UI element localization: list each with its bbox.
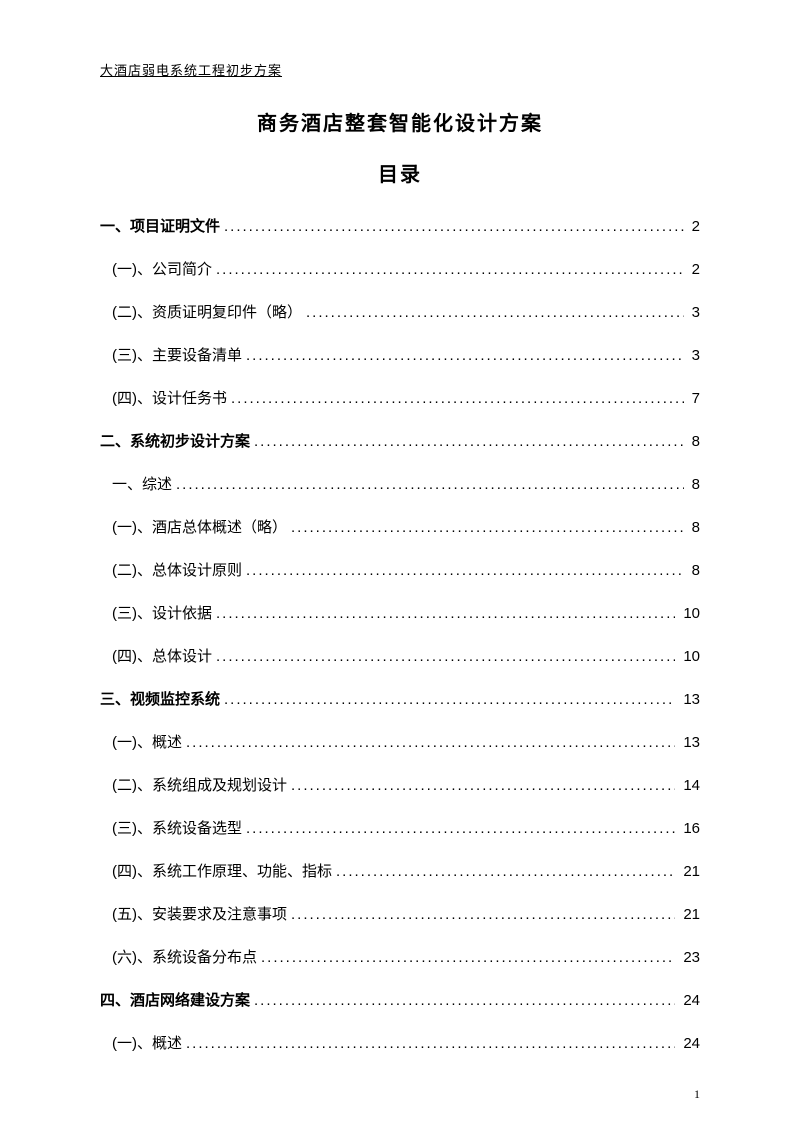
- toc-page: 8: [688, 562, 700, 579]
- toc-row: (二)、系统组成及规划设计 14: [100, 774, 700, 795]
- toc-dots: [261, 949, 675, 966]
- toc-label: (二)、总体设计原则: [100, 559, 242, 580]
- toc-page: 13: [679, 734, 700, 751]
- toc-row: (一)、概述 24: [100, 1032, 700, 1053]
- toc-label: (二)、系统组成及规划设计: [100, 774, 287, 795]
- toc-label: (三)、主要设备清单: [100, 344, 242, 365]
- page-number: 1: [694, 1087, 700, 1102]
- toc-page: 16: [679, 820, 700, 837]
- toc-row: (四)、系统工作原理、功能、指标 21: [100, 860, 700, 881]
- table-of-contents: 一、项目证明文件2(一)、公司简介2(二)、资质证明复印件（略）3(三)、主要设…: [100, 215, 700, 1053]
- toc-dots: [186, 734, 675, 751]
- toc-row: 四、酒店网络建设方案 24: [100, 989, 700, 1010]
- toc-page: 24: [679, 992, 700, 1009]
- toc-dots: [291, 906, 675, 923]
- toc-label: 一、综述: [100, 473, 172, 494]
- toc-page: 21: [679, 906, 700, 923]
- toc-dots: [254, 992, 675, 1009]
- toc-dots: [224, 691, 675, 708]
- toc-label: (五)、安装要求及注意事项: [100, 903, 287, 924]
- toc-page: 14: [679, 777, 700, 794]
- toc-label: (二)、资质证明复印件（略）: [100, 301, 302, 322]
- toc-label: 一、项目证明文件: [100, 215, 220, 236]
- toc-row: 一、项目证明文件 2: [100, 215, 700, 236]
- toc-label: (四)、总体设计: [100, 645, 212, 666]
- toc-dots: [224, 218, 684, 235]
- toc-page: 10: [679, 648, 700, 665]
- toc-dots: [246, 820, 675, 837]
- toc-page: 2: [688, 261, 700, 278]
- toc-dots: [291, 777, 675, 794]
- toc-row: (三)、系统设备选型 16: [100, 817, 700, 838]
- toc-page: 2: [688, 218, 700, 235]
- toc-label: (四)、系统工作原理、功能、指标: [100, 860, 332, 881]
- toc-dots: [336, 863, 675, 880]
- toc-dots: [246, 347, 684, 364]
- toc-row: (三)、主要设备清单 3: [100, 344, 700, 365]
- toc-row: 一、综述 8: [100, 473, 700, 494]
- toc-page: 3: [688, 304, 700, 321]
- toc-dots: [176, 476, 684, 493]
- toc-page: 3: [688, 347, 700, 364]
- toc-row: (二)、总体设计原则 8: [100, 559, 700, 580]
- toc-page: 8: [688, 433, 700, 450]
- toc-label: (六)、系统设备分布点: [100, 946, 257, 967]
- toc-label: (四)、设计任务书: [100, 387, 227, 408]
- toc-page: 7: [688, 390, 700, 407]
- toc-label: (一)、概述: [100, 1032, 182, 1053]
- toc-page: 10: [679, 605, 700, 622]
- toc-dots: [216, 605, 675, 622]
- toc-label: (一)、公司简介: [100, 258, 212, 279]
- header-text: 大酒店弱电系统工程初步方案: [100, 60, 700, 79]
- toc-dots: [216, 648, 675, 665]
- toc-dots: [231, 390, 684, 407]
- toc-label: 四、酒店网络建设方案: [100, 989, 250, 1010]
- toc-row: (一)、概述 13: [100, 731, 700, 752]
- toc-page: 13: [679, 691, 700, 708]
- toc-page: 8: [688, 476, 700, 493]
- toc-row: (五)、安装要求及注意事项 21: [100, 903, 700, 924]
- toc-label: (一)、酒店总体概述（略）: [100, 516, 287, 537]
- toc-row: (三)、设计依据 10: [100, 602, 700, 623]
- toc-label: 二、系统初步设计方案: [100, 430, 250, 451]
- toc-dots: [186, 1035, 675, 1052]
- toc-row: (一)、酒店总体概述（略） 8: [100, 516, 700, 537]
- document-title: 商务酒店整套智能化设计方案: [100, 107, 700, 136]
- toc-page: 24: [679, 1035, 700, 1052]
- toc-dots: [306, 304, 684, 321]
- toc-page: 21: [679, 863, 700, 880]
- toc-dots: [246, 562, 684, 579]
- toc-row: (四)、总体设计 10: [100, 645, 700, 666]
- toc-row: 三、视频监控系统 13: [100, 688, 700, 709]
- toc-row: 二、系统初步设计方案 8: [100, 430, 700, 451]
- toc-dots: [291, 519, 684, 536]
- toc-dots: [216, 261, 684, 278]
- toc-row: (二)、资质证明复印件（略） 3: [100, 301, 700, 322]
- toc-page: 23: [679, 949, 700, 966]
- toc-dots: [254, 433, 684, 450]
- toc-label: (一)、概述: [100, 731, 182, 752]
- document-subtitle: 目录: [100, 158, 700, 187]
- toc-label: 三、视频监控系统: [100, 688, 220, 709]
- toc-label: (三)、设计依据: [100, 602, 212, 623]
- toc-row: (六)、系统设备分布点 23: [100, 946, 700, 967]
- toc-page: 8: [688, 519, 700, 536]
- toc-label: (三)、系统设备选型: [100, 817, 242, 838]
- toc-row: (一)、公司简介 2: [100, 258, 700, 279]
- toc-row: (四)、设计任务书 7: [100, 387, 700, 408]
